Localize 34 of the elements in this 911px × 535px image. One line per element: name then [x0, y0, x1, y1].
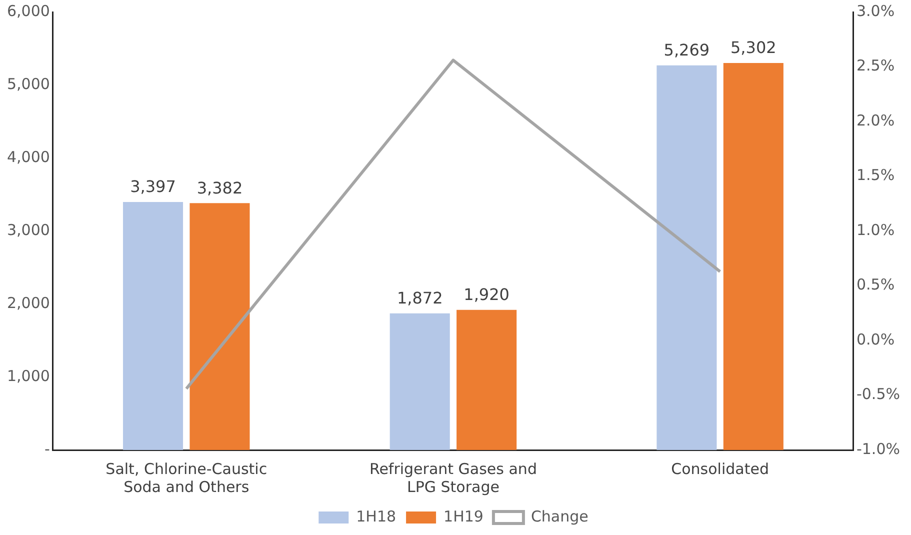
y2-tick-label: 1.0%: [856, 220, 895, 239]
x-tick-label: Consolidated: [671, 460, 769, 478]
y2-tick-label: 0.5%: [856, 276, 895, 294]
y-tick-label: 3,000: [6, 220, 50, 239]
bar: [723, 62, 784, 450]
data-label: 5,302: [730, 38, 776, 58]
legend-label: 1H18: [356, 507, 396, 526]
legend-label: 1H19: [444, 507, 484, 526]
data-label: 5,269: [664, 40, 710, 60]
y2-tick-label: -0.5%: [856, 385, 900, 404]
y2-tick-label: 0.0%: [856, 330, 895, 348]
bar: [190, 203, 250, 450]
legend-label: Change: [530, 507, 588, 526]
bar: [122, 202, 184, 450]
y2-tick-label: 3.0%: [856, 2, 895, 20]
y2-tick-label: 1.5%: [856, 166, 895, 184]
bar: [390, 313, 450, 450]
data-label: 1,872: [396, 288, 443, 308]
y-tick-label: 6,000: [6, 2, 50, 20]
data-label: 1,920: [464, 284, 510, 304]
y-tick-label: 5,000: [6, 74, 50, 93]
y2-tick-label: -1.0%: [856, 440, 900, 458]
y2-tick-label: 2.0%: [856, 111, 895, 130]
y-tick-label: 4,000: [6, 148, 50, 166]
bar: [656, 65, 717, 450]
data-label: 3,397: [130, 177, 176, 196]
x-tick-label: Salt, Chlorine-Caustic Soda and Others: [106, 460, 268, 496]
y2-tick-label: 2.5%: [856, 56, 895, 75]
y-tick-label: 1,000: [6, 366, 50, 385]
y-tick-label: -: [44, 440, 50, 458]
y-tick-label: 2,000: [6, 294, 50, 312]
data-label: 3,382: [196, 178, 243, 198]
bar: [456, 310, 517, 450]
x-tick-label: Refrigerant Gases and LPG Storage: [369, 460, 537, 496]
